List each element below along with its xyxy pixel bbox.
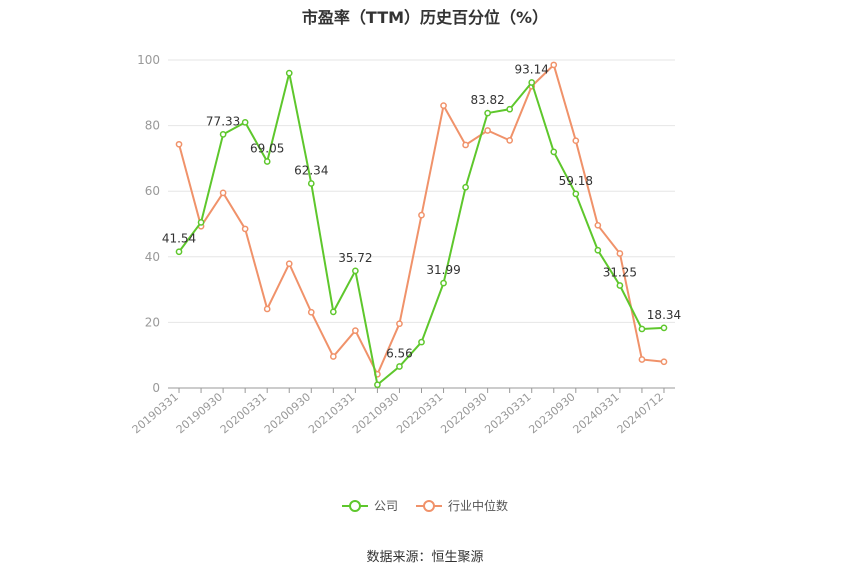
data-point [241, 225, 249, 233]
legend-swatch [416, 499, 442, 513]
data-point [550, 148, 558, 156]
data-point [572, 190, 580, 198]
data-point [219, 131, 227, 138]
x-tick-label: 20220331 [394, 390, 445, 436]
data-point [329, 308, 337, 316]
data-point [396, 363, 403, 370]
data-label: 31.25 [603, 266, 637, 280]
data-point [285, 69, 293, 77]
data-label: 6.56 [386, 346, 413, 360]
x-tick-label: 20210331 [306, 390, 357, 436]
x-tick-label: 20200930 [262, 390, 313, 436]
data-label: 59.18 [559, 174, 593, 188]
data-label: 18.34 [647, 308, 681, 322]
data-point [594, 246, 602, 254]
data-point [462, 141, 469, 149]
data-point [484, 127, 491, 134]
x-tick-label: 20240331 [571, 390, 622, 436]
x-tick-label: 20240712 [615, 390, 666, 436]
chart-title: 市盈率（TTM）历史百分位（%） [301, 8, 549, 27]
y-tick-label: 100 [137, 53, 160, 67]
data-point [506, 137, 514, 144]
y-tick-label: 40 [145, 250, 160, 264]
data-point [175, 248, 183, 256]
legend-label: 行业中位数 [448, 499, 509, 513]
legend-swatch [341, 499, 368, 513]
legend-item[interactable]: 公司 [341, 497, 398, 514]
axes: 0 20 40 60 80 100 2019033120190930202003312020… [130, 53, 675, 436]
data-point [374, 381, 381, 389]
y-tick-label: 80 [145, 119, 160, 133]
data-label: 69.05 [250, 142, 284, 156]
data-label: 62.34 [294, 164, 328, 178]
data-point [197, 219, 205, 226]
data-point [396, 320, 403, 328]
data-point [440, 102, 447, 109]
data-point [329, 353, 337, 360]
series-lines [175, 61, 668, 389]
data-point [352, 267, 359, 275]
data-point [219, 189, 227, 197]
data-label: 35.72 [338, 251, 372, 265]
series-line [178, 72, 665, 387]
series-line [178, 63, 665, 377]
data-point [307, 308, 315, 316]
data-point [418, 211, 425, 219]
y-tick-label: 20 [145, 315, 160, 329]
data-point [550, 61, 558, 69]
x-tick-label: 20190331 [130, 390, 181, 436]
data-point [660, 324, 668, 332]
data-point [638, 356, 646, 363]
legend: 公司 行业中位数 [0, 497, 850, 514]
data-labels: 41.54 77.33 69.05 62.34 35.72 6.56 31.99 83.82 9… [162, 63, 681, 361]
x-tick-label: 20230930 [526, 390, 577, 436]
data-point [660, 358, 668, 366]
data-point [440, 279, 447, 287]
data-point [616, 282, 624, 289]
x-tick-label: 20230331 [482, 390, 533, 436]
x-tick-label: 20200331 [218, 390, 269, 436]
legend-label: 公司 [373, 499, 398, 513]
data-label: 41.54 [162, 232, 196, 246]
data-point [594, 221, 602, 229]
grid-lines [168, 59, 675, 323]
data-point [307, 180, 315, 187]
data-point [241, 118, 249, 126]
data-point [263, 305, 271, 313]
data-point [572, 137, 580, 145]
data-label: 83.82 [470, 93, 504, 107]
x-tick-label: 20220930 [438, 390, 489, 436]
data-point [285, 260, 293, 268]
legend-item[interactable]: 行业中位数 [416, 497, 508, 514]
data-label: 93.14 [515, 63, 549, 77]
data-point [263, 158, 271, 165]
data-point [462, 183, 469, 191]
data-label: 31.99 [426, 263, 460, 277]
data-point [484, 109, 491, 117]
data-source: 数据来源：恒生聚源 [366, 550, 484, 565]
data-point [528, 79, 536, 86]
data-point [506, 105, 514, 113]
y-tick-label: 60 [145, 184, 160, 198]
data-point [175, 140, 183, 148]
data-label: 77.33 [206, 114, 240, 128]
data-point [638, 325, 646, 333]
data-point [418, 338, 425, 346]
line-chart: 0 20 40 60 80 100 2019033120190930202003312020… [130, 53, 681, 436]
data-point [352, 327, 359, 334]
x-tick-label: 20210930 [350, 390, 401, 436]
data-point [616, 250, 624, 257]
x-tick-label: 20190930 [174, 390, 225, 436]
y-tick-label: 0 [152, 381, 160, 395]
